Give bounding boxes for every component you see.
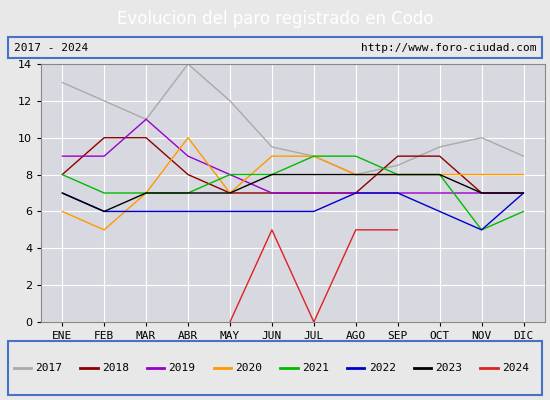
Text: 2024: 2024 (502, 363, 529, 373)
Text: 2021: 2021 (302, 363, 329, 373)
Text: 2018: 2018 (102, 363, 129, 373)
Text: 2022: 2022 (368, 363, 395, 373)
Text: http://www.foro-ciudad.com: http://www.foro-ciudad.com (361, 43, 536, 53)
Text: 2017: 2017 (35, 363, 62, 373)
Text: Evolucion del paro registrado en Codo: Evolucion del paro registrado en Codo (117, 10, 433, 28)
Text: 2019: 2019 (168, 363, 196, 373)
Text: 2020: 2020 (235, 363, 262, 373)
Text: 2023: 2023 (435, 363, 463, 373)
Text: 2017 - 2024: 2017 - 2024 (14, 43, 88, 53)
